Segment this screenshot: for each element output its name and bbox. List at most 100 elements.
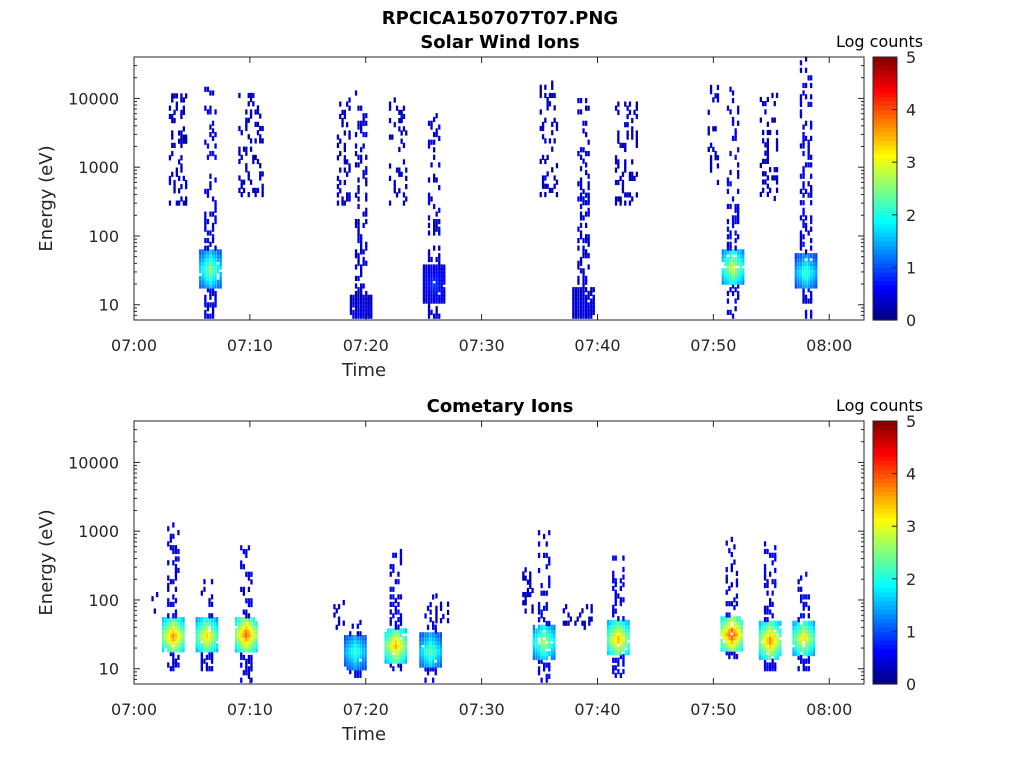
data-cell xyxy=(205,662,209,668)
data-cell xyxy=(553,654,556,661)
data-cell xyxy=(802,662,805,668)
colorbar-swatch xyxy=(873,258,897,264)
data-cell xyxy=(545,643,548,649)
data-cell xyxy=(337,604,341,610)
data-cell xyxy=(807,75,810,81)
data-cell xyxy=(579,147,583,153)
data-cell xyxy=(524,608,527,614)
data-cell xyxy=(617,138,620,144)
data-cell xyxy=(203,617,206,623)
data-cell xyxy=(179,635,183,642)
data-cell xyxy=(737,207,740,213)
data-cell xyxy=(626,122,629,128)
data-cell xyxy=(800,575,803,581)
data-cell xyxy=(540,647,543,653)
data-cell xyxy=(211,309,215,315)
colorbar-swatch xyxy=(873,469,897,475)
data-cell xyxy=(769,129,772,136)
data-cell xyxy=(357,177,360,183)
data-cell xyxy=(577,290,580,297)
data-cell xyxy=(614,631,617,637)
data-cell xyxy=(612,657,615,663)
data-cell xyxy=(242,654,245,661)
data-cell xyxy=(766,142,769,148)
data-cell xyxy=(247,575,251,581)
colorbar-swatch xyxy=(873,679,897,685)
colorbar-swatch xyxy=(873,653,897,659)
data-cell xyxy=(763,666,767,672)
data-cell xyxy=(579,192,583,198)
data-cell xyxy=(805,628,808,634)
data-cell xyxy=(240,628,243,634)
data-cell xyxy=(429,639,432,645)
data-cell xyxy=(622,627,625,633)
data-cell xyxy=(739,256,742,263)
data-cell xyxy=(624,159,627,165)
data-cell xyxy=(619,627,622,633)
data-cell xyxy=(341,200,344,206)
data-cell xyxy=(763,643,767,649)
data-cell xyxy=(546,101,549,107)
data-cell xyxy=(810,283,813,289)
data-cell xyxy=(548,624,551,630)
colorbar-swatch xyxy=(873,306,897,312)
data-cell xyxy=(799,272,803,278)
data-cell xyxy=(384,651,387,657)
data-cell xyxy=(240,651,243,657)
spectrogram-panel-cometary: 07:00 07:10 07:20 07:30 07:40 07:50 08:0010100… xyxy=(36,412,916,745)
data-cell xyxy=(734,154,737,160)
data-cell xyxy=(211,120,215,126)
data-cell xyxy=(169,643,172,649)
data-cell xyxy=(360,241,363,247)
data-cell xyxy=(773,101,776,107)
data-cell xyxy=(206,306,210,312)
data-cell xyxy=(725,650,728,656)
data-cell xyxy=(429,662,432,668)
data-cell xyxy=(171,151,174,157)
data-cell xyxy=(716,155,720,161)
data-cell xyxy=(178,138,181,144)
data-cell xyxy=(427,215,431,221)
data-cell xyxy=(364,646,367,652)
data-cell xyxy=(621,179,625,186)
data-cell xyxy=(435,222,438,228)
data-cell xyxy=(367,302,370,308)
data-cell xyxy=(774,556,777,562)
data-cell xyxy=(800,632,803,638)
data-cell xyxy=(735,601,739,607)
data-cell xyxy=(360,128,363,134)
data-cell xyxy=(725,589,728,595)
data-cell xyxy=(360,154,363,160)
data-cell xyxy=(180,163,183,169)
data-cell xyxy=(763,647,767,653)
data-cell xyxy=(769,666,772,672)
data-cell xyxy=(209,253,212,259)
data-cell xyxy=(214,294,217,300)
data-cell xyxy=(761,647,764,653)
data-cell xyxy=(553,636,556,642)
data-cell xyxy=(175,171,178,177)
data-cell xyxy=(812,635,816,642)
data-cell xyxy=(797,268,800,274)
data-cell xyxy=(769,639,772,645)
data-cell xyxy=(794,628,798,634)
data-cell xyxy=(364,653,367,660)
data-cell xyxy=(432,632,435,638)
data-cell xyxy=(624,200,627,206)
data-cell xyxy=(769,601,772,607)
data-cell xyxy=(426,658,430,664)
data-cell xyxy=(177,620,180,626)
data-cell xyxy=(214,109,217,115)
data-cell xyxy=(807,647,810,653)
data-cell xyxy=(742,268,745,274)
data-cell xyxy=(731,196,735,202)
data-cell xyxy=(763,635,767,642)
data-cell xyxy=(432,624,435,630)
data-cell xyxy=(354,264,358,270)
data-cell xyxy=(730,551,733,558)
data-cell xyxy=(360,249,363,255)
data-cell xyxy=(572,294,575,300)
data-cell xyxy=(421,636,425,642)
data-cell xyxy=(537,654,541,661)
data-cell xyxy=(422,298,426,304)
